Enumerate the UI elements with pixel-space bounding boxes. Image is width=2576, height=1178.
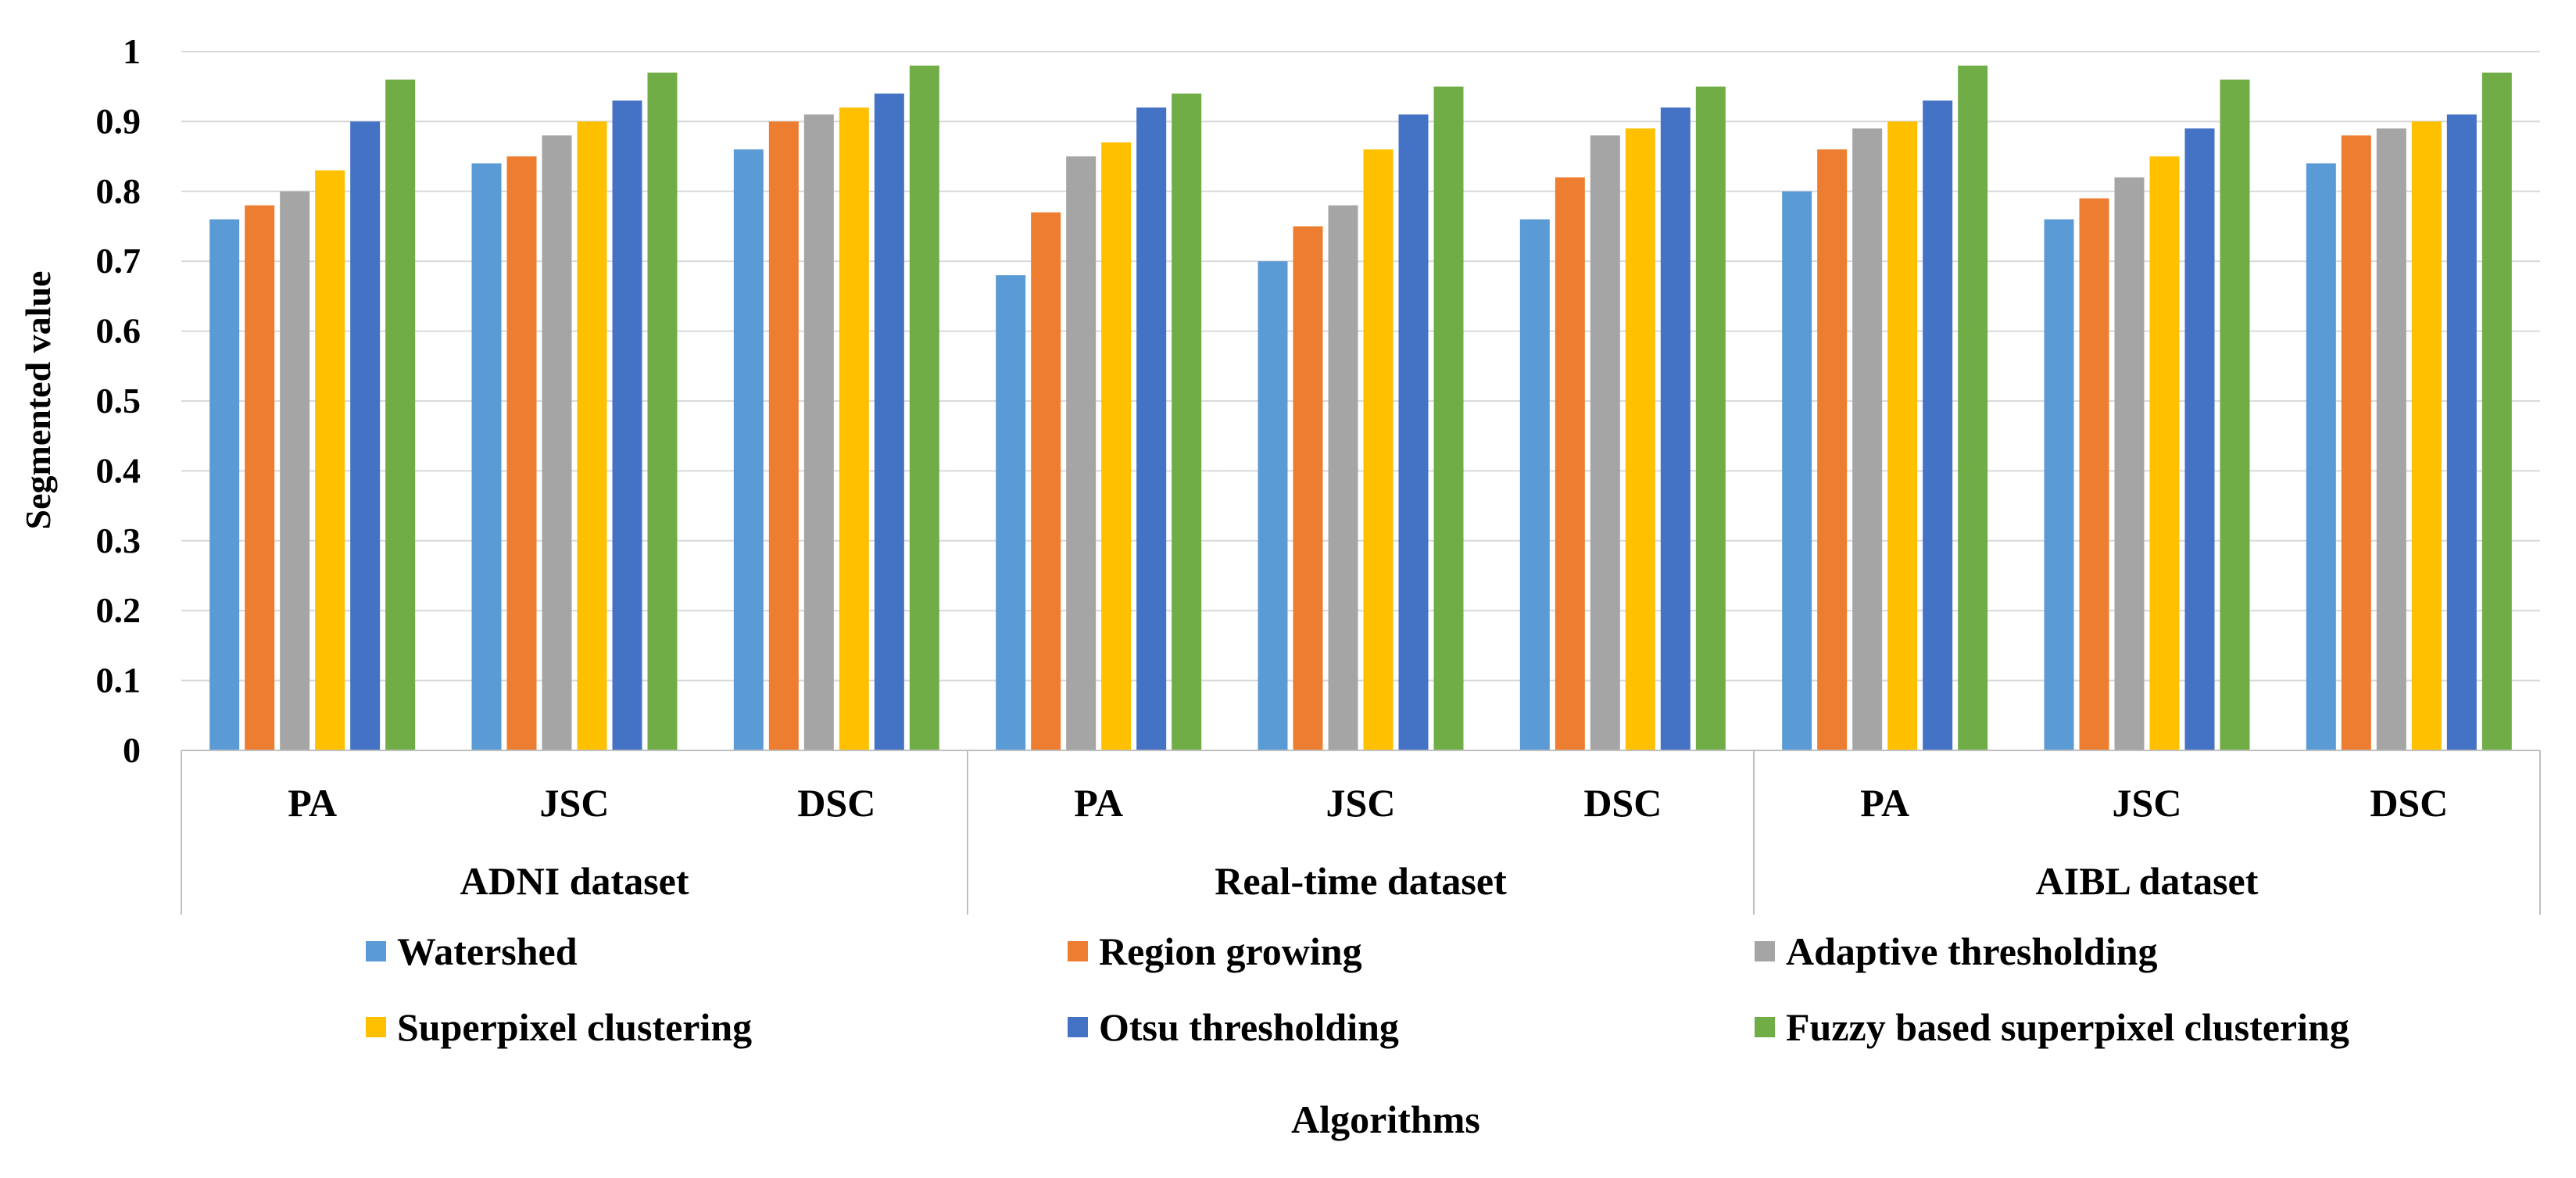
bar [2184,128,2215,751]
bar [909,65,939,750]
category-label: PA [1074,781,1123,825]
y-tick-labels: 0 0.1 0.2 0.3 0.4 0.5 0.6 0.7 0.8 0.9 1 [96,31,141,770]
bar [315,170,345,751]
bars [209,65,2512,751]
bar [209,219,240,750]
x-axis-title: Algorithms [1291,1097,1480,1141]
bar [768,121,799,750]
y-tick-label: 0.1 [96,661,141,700]
bar [612,100,642,750]
bar [245,205,275,750]
bar [839,107,869,750]
bar [385,79,416,750]
category-label: PA [1860,781,1909,825]
y-tick-label: 0.8 [96,171,141,211]
bar [1695,86,1726,750]
bar [1590,135,1620,750]
legend-swatch [1068,941,1088,961]
y-tick-label: 0.6 [96,311,141,351]
legend-swatch [1755,1017,1775,1037]
group-label: ADNI dataset [460,859,689,903]
bar [1101,142,1132,751]
bar [2341,135,2371,750]
bar [2411,121,2442,750]
category-label: PA [288,781,337,825]
y-axis-title: Segmented value [18,271,58,530]
bar [1625,128,1655,751]
legend: Watershed Region growing Adaptive threshol… [366,929,2349,1049]
bar [1555,177,1585,751]
y-tick-label: 0.7 [96,241,141,281]
bar [733,149,764,750]
bar [1923,100,1953,750]
y-tick-label: 0.3 [96,521,141,560]
bar [1258,261,1288,750]
legend-swatch [366,941,386,961]
bar [1852,128,1883,751]
category-label: JSC [540,781,610,825]
legend-label: Superpixel clustering [397,1005,752,1049]
y-tick-label: 0.5 [96,381,141,421]
y-tick-label: 1 [123,31,141,71]
category-label: JSC [1326,781,1396,825]
legend-label: Region growing [1099,929,1362,973]
bar [2079,198,2109,751]
y-tick-label: 0.9 [96,101,141,141]
legend-swatch [366,1017,386,1037]
bar [2044,219,2074,750]
bar [2220,79,2250,750]
legend-swatch [1755,941,1775,961]
bar [2446,114,2477,750]
bar [577,121,607,750]
bar [350,121,381,750]
bar [1031,212,1061,750]
category-label: DSC [1583,781,1662,825]
y-tick-label: 0 [123,730,141,770]
bar [1887,121,1918,750]
legend-label: Fuzzy based superpixel clustering [1786,1005,2349,1049]
legend-swatch [1068,1017,1088,1037]
bar [542,135,572,750]
bar [1328,205,1358,750]
bar [1363,149,1394,750]
bar [803,114,834,750]
bar [1958,65,1988,750]
group-label: AIBL dataset [2036,859,2259,903]
gridlines [181,51,2540,682]
category-label: JSC [2113,781,2182,825]
bar [506,156,537,751]
bar [2481,72,2512,750]
bar [647,72,678,750]
bar [874,93,904,750]
bar [996,275,1026,751]
y-tick-label: 0.4 [96,450,141,490]
bar [280,191,310,751]
bar [1817,149,1848,750]
bar [1433,86,1464,750]
bar [1660,107,1690,750]
bar [1136,107,1167,750]
y-tick-label: 0.2 [96,590,141,630]
legend-label: Watershed [397,929,578,973]
bar [471,163,502,751]
bar [2149,156,2180,751]
bar [2114,177,2145,751]
axes [181,750,2541,915]
bar [1066,156,1097,751]
bar [1782,191,1812,751]
bar [1172,93,1202,750]
category-label: DSC [797,781,875,825]
bar [1519,219,1550,750]
category-labels: PA JSC DSC PA JSC DSC PA JSC DSC ADNI dataset Real… [288,781,2448,903]
bar [1293,226,1323,750]
bar [2376,128,2406,751]
group-label: Real-time dataset [1215,859,1507,903]
bar [1398,114,1429,750]
category-label: DSC [2370,781,2448,825]
legend-label: Adaptive thresholding [1786,929,2158,973]
bar [2306,163,2336,751]
legend-label: Otsu thresholding [1099,1005,1399,1049]
